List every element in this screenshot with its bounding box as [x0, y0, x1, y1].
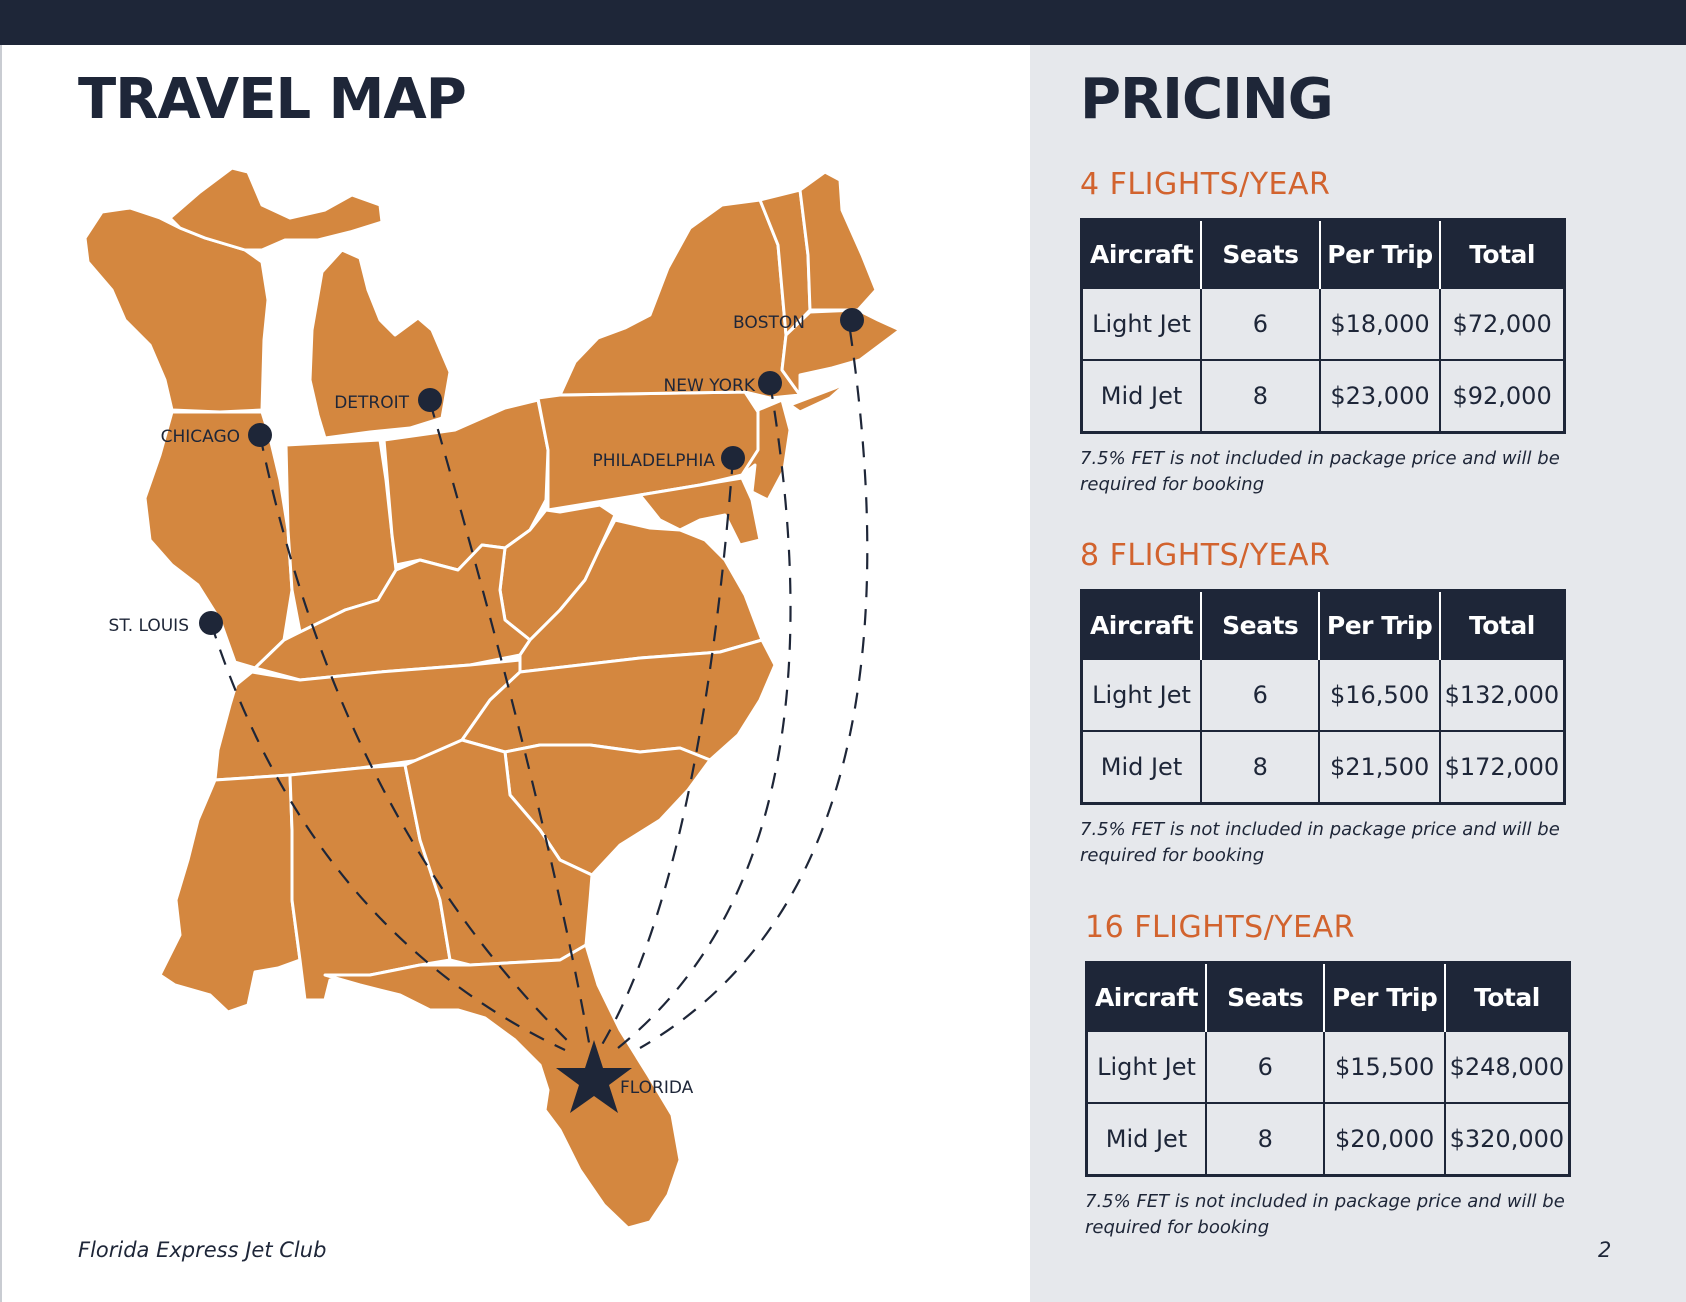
city-label-boston: BOSTON: [733, 313, 805, 333]
top-bar: [0, 0, 1686, 45]
state-new-york: [558, 198, 802, 400]
star-marker-florida: [556, 1040, 632, 1113]
route-boston: [639, 329, 869, 1049]
city-label-florida: FLORIDA: [620, 1078, 694, 1098]
cell-aircraft: Mid Jet: [1080, 730, 1202, 805]
cell-seats: 6: [1204, 1030, 1326, 1104]
state-maine-new-hampshire: [798, 170, 878, 312]
table-header-row: Aircraft Seats Per Trip Total: [1081, 219, 1565, 288]
dot-marker-philadelphia: [721, 446, 745, 470]
fet-note: 7.5% FET is not included in package pric…: [1080, 448, 1560, 495]
footer-brand: Florida Express Jet Club: [78, 1238, 327, 1262]
header-seats: Seats: [1201, 219, 1321, 288]
header-per-trip: Per Trip: [1319, 219, 1442, 288]
header-per-trip: Per Trip: [1319, 590, 1441, 659]
pricing-table: Aircraft Seats Per Trip Total Light Jet …: [1080, 589, 1566, 805]
dot-marker-st-louis: [199, 611, 223, 635]
state-michigan-lower: [308, 248, 452, 440]
dot-marker-new-york: [758, 371, 782, 395]
package-16-flights: 16 FLIGHTS/YEAR Aircraft Seats Per Trip …: [1085, 910, 1585, 1240]
travel-map-title: TRAVEL MAP: [78, 67, 467, 132]
city-label-detroit: DETROIT: [334, 393, 409, 413]
cell-aircraft: Mid Jet: [1080, 359, 1203, 434]
state-long-island: [788, 380, 850, 414]
cell-seats: 8: [1204, 1102, 1326, 1177]
package-8-flights: 8 FLIGHTS/YEAR Aircraft Seats Per Trip T…: [1080, 538, 1580, 868]
header-aircraft: Aircraft: [1086, 962, 1207, 1031]
header-total: Total: [1439, 590, 1565, 659]
cell-total: $72,000: [1439, 287, 1566, 361]
table-header-row: Aircraft Seats Per Trip Total: [1081, 590, 1565, 659]
cell-seats: 8: [1200, 359, 1321, 434]
header-aircraft: Aircraft: [1081, 590, 1202, 659]
state-georgia: [403, 738, 594, 967]
cell-per-trip: $20,000: [1323, 1102, 1446, 1177]
cell-per-trip: $21,500: [1318, 730, 1441, 805]
header-aircraft: Aircraft: [1081, 219, 1203, 288]
cell-total: $132,000: [1438, 658, 1566, 732]
flight-routes: [209, 329, 869, 1051]
route-philadelphia: [599, 457, 735, 1049]
eastern-us-map: BOSTON NEW YORK DETROIT CHICAGO PHILADEL…: [83, 166, 902, 1230]
cell-seats: 8: [1199, 730, 1321, 805]
state-florida: [323, 943, 682, 1230]
cell-per-trip: $15,500: [1323, 1030, 1446, 1104]
fet-note: 7.5% FET is not included in package pric…: [1085, 1191, 1565, 1238]
cell-aircraft: Light Jet: [1080, 658, 1202, 732]
dot-marker-detroit: [418, 388, 442, 412]
cell-total: $172,000: [1438, 730, 1566, 805]
table-row: Mid Jet 8 $20,000 $320,000: [1085, 1102, 1571, 1177]
pricing-title: PRICING: [1080, 67, 1334, 132]
table-row: Mid Jet 8 $23,000 $92,000: [1080, 359, 1566, 434]
pricing-table: Aircraft Seats Per Trip Total Light Jet …: [1085, 961, 1571, 1177]
cell-per-trip: $23,000: [1318, 359, 1442, 434]
dot-marker-boston: [840, 308, 864, 332]
city-label-new-york: NEW YORK: [664, 376, 756, 396]
cell-aircraft: Light Jet: [1085, 1030, 1207, 1104]
table-header-row: Aircraft Seats Per Trip Total: [1086, 962, 1570, 1031]
dot-marker-chicago: [248, 423, 272, 447]
cell-per-trip: $16,500: [1318, 658, 1441, 732]
route-st-louis: [209, 622, 566, 1051]
pricing-table: Aircraft Seats Per Trip Total Light Jet …: [1080, 218, 1566, 434]
package-label: 4 FLIGHTS/YEAR: [1080, 167, 1331, 202]
package-4-flights: 4 FLIGHTS/YEAR Aircraft Seats Per Trip T…: [1080, 167, 1580, 497]
cell-total: $92,000: [1439, 359, 1566, 434]
city-label-philadelphia: PHILADELPHIA: [592, 451, 715, 471]
table-row: Light Jet 6 $15,500 $248,000: [1085, 1030, 1571, 1104]
cell-aircraft: Light Jet: [1080, 287, 1203, 361]
package-label: 16 FLIGHTS/YEAR: [1085, 910, 1355, 945]
table-row: Mid Jet 8 $21,500 $172,000: [1080, 730, 1566, 805]
cell-total: $248,000: [1443, 1030, 1571, 1104]
header-seats: Seats: [1200, 590, 1321, 659]
lake-michigan: [266, 250, 322, 420]
city-label-chicago: CHICAGO: [161, 427, 240, 447]
fet-note: 7.5% FET is not included in package pric…: [1080, 819, 1560, 866]
package-label: 8 FLIGHTS/YEAR: [1080, 538, 1331, 573]
route-new-york: [617, 382, 792, 1049]
route-detroit: [428, 401, 592, 1049]
table-row: Light Jet 6 $18,000 $72,000: [1080, 287, 1566, 361]
state-michigan-upper: [168, 166, 384, 252]
header-seats: Seats: [1205, 962, 1326, 1031]
cell-seats: 6: [1199, 658, 1321, 732]
header-total: Total: [1444, 962, 1570, 1031]
land-mass: [83, 166, 902, 1230]
route-chicago: [258, 434, 576, 1049]
header-per-trip: Per Trip: [1324, 962, 1446, 1031]
cell-per-trip: $18,000: [1318, 287, 1442, 361]
cell-total: $320,000: [1443, 1102, 1571, 1177]
page-number: 2: [1598, 1238, 1612, 1262]
city-label-st-louis: ST. LOUIS: [109, 616, 189, 636]
state-illinois: [143, 410, 294, 670]
cell-aircraft: Mid Jet: [1085, 1102, 1207, 1177]
state-new-jersey: [740, 398, 792, 502]
header-total: Total: [1440, 219, 1565, 288]
state-mississippi: [158, 773, 302, 1014]
city-markers: [199, 308, 864, 635]
table-row: Light Jet 6 $16,500 $132,000: [1080, 658, 1566, 732]
cell-seats: 6: [1200, 287, 1321, 361]
